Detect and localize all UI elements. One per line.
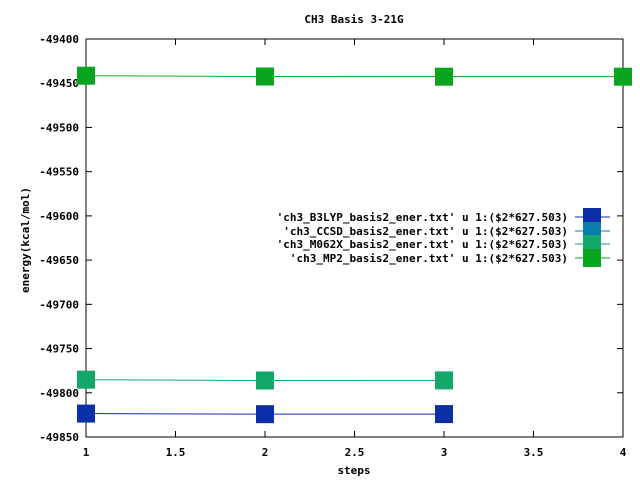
data-point bbox=[256, 405, 274, 424]
legend-entry-label: 'ch3_B3LYP_basis2_ener.txt' u 1:($2*627.… bbox=[277, 211, 568, 224]
y-tick-label: -49650 bbox=[39, 254, 79, 267]
x-axis-label: steps bbox=[337, 464, 370, 477]
x-tick-label: 3.5 bbox=[524, 446, 544, 459]
x-tick-label: 4 bbox=[620, 446, 627, 459]
y-tick-label: -49850 bbox=[39, 431, 79, 444]
chart-title: CH3 Basis 3-21G bbox=[304, 13, 404, 26]
y-tick-label: -49400 bbox=[39, 33, 79, 46]
series-line bbox=[85, 75, 623, 78]
data-point bbox=[77, 370, 95, 389]
x-tick-label: 2.5 bbox=[345, 446, 365, 459]
data-point bbox=[614, 67, 632, 86]
data-point bbox=[435, 67, 453, 86]
data-point bbox=[77, 404, 95, 423]
y-tick-label: -49800 bbox=[39, 387, 79, 400]
legend-swatch-marker bbox=[583, 235, 601, 253]
x-tick-label: 3 bbox=[441, 446, 448, 459]
data-point bbox=[256, 67, 274, 86]
x-tick-label: 2 bbox=[262, 446, 269, 459]
legend-swatch-marker bbox=[583, 208, 601, 226]
y-tick-label: -49500 bbox=[39, 121, 79, 134]
axis-ticks: 1 1.5 2 2.5 3 3.5 4 -49400 -49450 -49500 -49550 -49… bbox=[39, 33, 626, 459]
y-tick-label: -49600 bbox=[39, 210, 79, 223]
y-tick-label: -49450 bbox=[39, 77, 79, 90]
y-tick-label: -49700 bbox=[39, 298, 79, 311]
y-tick-label: -49550 bbox=[39, 166, 79, 179]
data-point bbox=[435, 371, 453, 390]
legend-swatch-marker bbox=[583, 249, 601, 267]
legend: 'ch3_B3LYP_basis2_ener.txt' u 1:($2*627.… bbox=[277, 208, 610, 267]
legend-entry-label: 'ch3_CCSD_basis2_ener.txt' u 1:($2*627.5… bbox=[283, 225, 568, 238]
y-tick-label: -49750 bbox=[39, 343, 79, 356]
legend-entry-label: 'ch3_M062X_basis2_ener.txt' u 1:($2*627.… bbox=[277, 238, 568, 251]
data-point bbox=[256, 371, 274, 390]
series-layer bbox=[77, 66, 632, 424]
x-tick-label: 1.5 bbox=[166, 446, 186, 459]
data-point bbox=[435, 405, 453, 424]
y-axis-label: energy(kcal/mol) bbox=[19, 187, 32, 293]
data-point bbox=[77, 66, 95, 85]
x-tick-label: 1 bbox=[83, 446, 90, 459]
legend-entry-label: 'ch3_MP2_basis2_ener.txt' u 1:($2*627.50… bbox=[290, 252, 568, 265]
